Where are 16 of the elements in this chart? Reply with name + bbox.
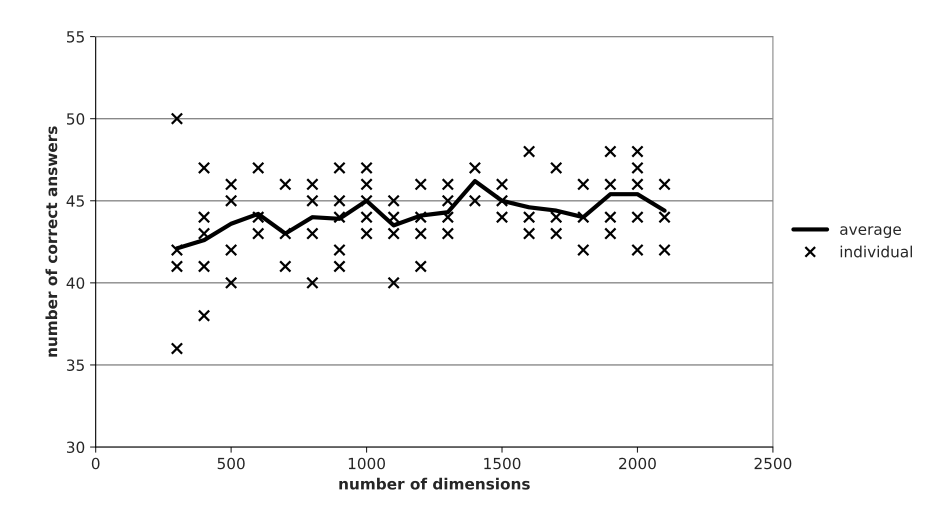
x-tick-label: 1000 [348, 458, 385, 470]
x-tick-label: 500 [218, 458, 245, 470]
y-tick-label: 30 [66, 442, 84, 454]
y-tick-label: 40 [66, 277, 84, 289]
x-tick-label: 2500 [754, 458, 792, 470]
y-tick-label: 45 [66, 195, 84, 207]
x-tick-label: 2000 [619, 458, 656, 470]
y-tick-label: 35 [66, 359, 84, 371]
legend-label: average [840, 226, 901, 238]
x-tick-label: 0 [92, 458, 100, 470]
y-tick-label: 55 [67, 31, 84, 43]
x-axis-title: number of dimensions [339, 478, 530, 490]
x-tick-label: 1500 [484, 458, 520, 470]
y-axis-title: number of correct answers [45, 126, 58, 357]
legend-label: individual [840, 246, 912, 258]
y-tick-label: 50 [67, 113, 84, 125]
